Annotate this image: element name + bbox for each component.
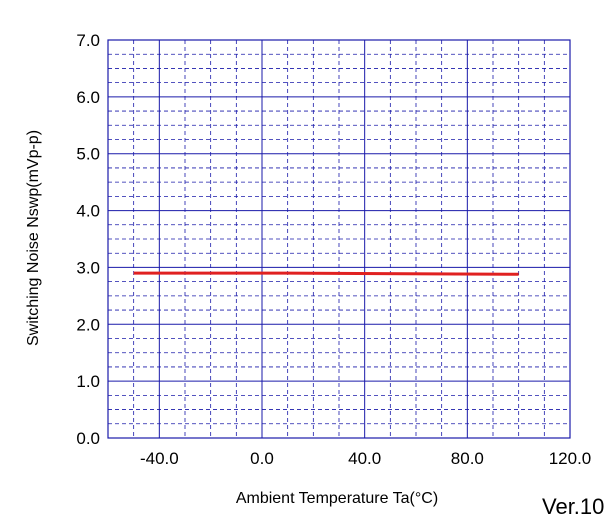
y-tick-labels: 0.0 1.0 2.0 3.0 4.0 5.0 6.0 7.0	[76, 31, 100, 448]
y-axis-title: Switching Noise Nswp(mVp-p)	[25, 130, 42, 346]
x-tick-label: 0.0	[250, 449, 274, 468]
y-tick-label: 3.0	[76, 258, 100, 277]
y-tick-label: 6.0	[76, 88, 100, 107]
version-label: Ver.10	[542, 494, 605, 519]
x-tick-label: 80.0	[451, 449, 484, 468]
series-layer	[133, 271, 519, 276]
major-grid	[108, 40, 570, 438]
y-tick-label: 7.0	[76, 31, 100, 50]
y-tick-label: 4.0	[76, 202, 100, 221]
x-axis-title: Ambient Temperature Ta(°C)	[236, 490, 438, 507]
series-line	[133, 271, 519, 276]
plot-frame	[107, 39, 571, 439]
x-tick-label: -40.0	[140, 449, 179, 468]
x-tick-label: 40.0	[348, 449, 381, 468]
minor-grid	[108, 40, 570, 438]
y-tick-label: 2.0	[76, 315, 100, 334]
x-tick-labels: -40.0 0.0 40.0 80.0 120.0	[140, 449, 591, 468]
x-tick-label: 120.0	[549, 449, 592, 468]
y-tick-label: 5.0	[76, 145, 100, 164]
y-tick-label: 0.0	[76, 429, 100, 448]
y-tick-label: 1.0	[76, 372, 100, 391]
